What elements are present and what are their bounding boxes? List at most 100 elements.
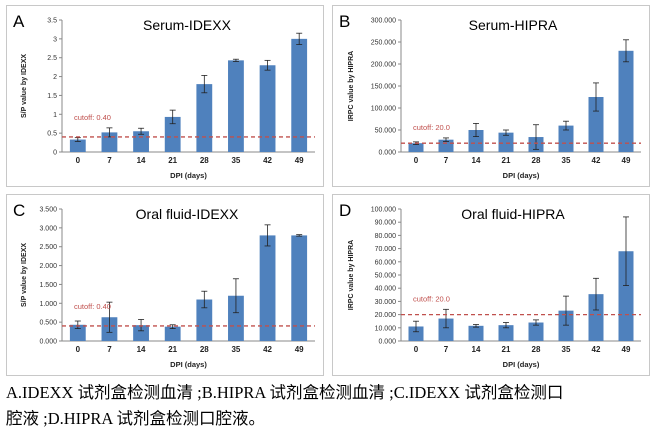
- x-tick-label: 42: [263, 345, 272, 354]
- chart-b-svg: B Serum-HIPRA 0.000 50.000 100.000 150.000 200…: [339, 12, 641, 180]
- data-bar: [259, 235, 276, 341]
- x-tick-label: 28: [532, 345, 541, 354]
- x-tick-label: 49: [295, 156, 304, 165]
- x-tick-label: 49: [622, 156, 631, 165]
- caption-line-2: 腔液 ;D.HIPRA 试剂盒检测口腔液。: [6, 409, 265, 428]
- data-bar: [438, 139, 454, 152]
- y-axis-label: S/P value by IDEXX: [21, 54, 28, 118]
- y-tick-label: 30.000: [375, 299, 397, 306]
- x-tick-label: 42: [263, 156, 272, 165]
- data-bar: [408, 143, 424, 152]
- y-tick-label: 40.000: [375, 286, 397, 293]
- data-bar: [438, 318, 454, 341]
- chart-d-svg: D Oral fluid-HIPRA 0.000 10.000 20.000 30.000…: [339, 201, 641, 369]
- chart-title: Serum-HIPRA: [469, 17, 558, 33]
- y-tick-label: 1.500: [39, 282, 57, 289]
- x-tick-label: 28: [532, 156, 541, 165]
- y-tick-label: 0: [53, 150, 57, 157]
- x-tick-label: 14: [137, 156, 146, 165]
- data-bar: [228, 60, 244, 152]
- data-bar: [196, 299, 213, 341]
- chart-panel-b: B Serum-HIPRA 0.000 50.000 100.000 150.000 200…: [332, 5, 650, 187]
- x-tick-label: 28: [200, 345, 209, 354]
- y-tick-label: 60.000: [375, 259, 397, 266]
- y-tick-label: 50.000: [375, 273, 397, 280]
- data-bar: [259, 65, 276, 152]
- data-bar: [558, 310, 574, 341]
- y-tick-label: 1: [53, 112, 57, 119]
- y-tick-label: 300.000: [371, 18, 396, 25]
- y-tick-label: 90.000: [375, 220, 397, 227]
- y-tick-label: 250.000: [371, 40, 396, 47]
- chart-c-svg: C Oral fluid-IDEXX 0.000 0.500 1.000 1.500 2.0…: [13, 201, 315, 369]
- data-bar: [468, 130, 484, 152]
- y-tick-label: 1.000: [39, 301, 57, 308]
- x-tick-label: 35: [562, 156, 571, 165]
- data-bar: [69, 324, 86, 341]
- y-tick-label: 0.000: [39, 339, 57, 346]
- chart-panel-a: A Serum-IDEXX 0 0.5 1 1.5 2 2.5 3 3.5 S/P value by…: [6, 5, 324, 187]
- x-tick-label: 35: [231, 156, 240, 165]
- x-tick-label: 21: [168, 345, 177, 354]
- data-bar: [164, 326, 181, 341]
- y-tick-label: 3: [53, 36, 57, 43]
- cutoff-label: cutoff: 0.40: [74, 113, 111, 122]
- y-tick-label: 10.000: [375, 325, 397, 332]
- x-tick-label: 14: [137, 345, 146, 354]
- figure-caption: A.IDEXX 试剂盒检测血清 ;B.HIPRA 试剂盒检测血清 ;C.IDEX…: [6, 380, 652, 432]
- y-tick-label: 0.000: [378, 150, 396, 157]
- cutoff-label: cutoff: 20.0: [413, 123, 450, 132]
- x-tick-label: 14: [472, 345, 481, 354]
- data-bar: [498, 132, 514, 152]
- x-axis-label: DPI (days): [503, 171, 540, 180]
- y-axis-label: S/P value by IDEXX: [21, 243, 28, 307]
- y-tick-label: 2.000: [39, 263, 57, 270]
- data-bar: [618, 251, 634, 341]
- x-tick-label: 35: [562, 345, 571, 354]
- x-tick-label: 14: [472, 156, 481, 165]
- y-tick-label: 20.000: [375, 312, 397, 319]
- y-tick-label: 0.5: [47, 131, 57, 138]
- cutoff-label: cutoff: 20.0: [413, 294, 450, 303]
- data-bar: [196, 84, 213, 152]
- x-axis-label: DPI (days): [170, 171, 207, 180]
- y-tick-label: 50.000: [375, 128, 397, 135]
- y-tick-label: 80.000: [375, 233, 397, 240]
- data-bar: [69, 139, 86, 152]
- y-tick-label: 3.500: [39, 207, 57, 214]
- data-bar: [618, 50, 634, 152]
- x-tick-label: 49: [622, 345, 631, 354]
- x-tick-label: 21: [502, 345, 511, 354]
- y-tick-label: 2.500: [39, 244, 57, 251]
- x-tick-label: 21: [502, 156, 511, 165]
- x-tick-label: 42: [592, 156, 601, 165]
- x-tick-label: 21: [168, 156, 177, 165]
- x-tick-label: 7: [107, 156, 112, 165]
- data-bar: [228, 295, 244, 341]
- y-tick-label: 0.500: [39, 320, 57, 327]
- y-tick-label: 100.000: [371, 106, 396, 113]
- data-bar: [588, 97, 604, 152]
- x-tick-label: 7: [444, 156, 449, 165]
- x-tick-label: 35: [231, 345, 240, 354]
- panel-letter: A: [13, 12, 25, 31]
- x-tick-label: 0: [414, 345, 419, 354]
- y-tick-label: 100.000: [371, 207, 396, 214]
- data-bar: [528, 322, 544, 341]
- x-tick-label: 0: [76, 156, 81, 165]
- caption-line-1: A.IDEXX 试剂盒检测血清 ;B.HIPRA 试剂盒检测血清 ;C.IDEX…: [6, 383, 564, 402]
- x-tick-label: 7: [444, 345, 449, 354]
- panel-letter: B: [339, 12, 350, 31]
- data-bar: [468, 325, 484, 341]
- data-bar: [133, 131, 149, 152]
- chart-title: Serum-IDEXX: [143, 17, 232, 33]
- chart-title: Oral fluid-IDEXX: [136, 206, 239, 222]
- y-axis-label: IRPC value by HIPRA: [348, 51, 355, 121]
- y-tick-label: 3.000: [39, 225, 57, 232]
- x-tick-label: 0: [414, 156, 419, 165]
- chart-title: Oral fluid-HIPRA: [461, 206, 565, 222]
- y-axis-label: IRPC value by HIPRA: [348, 240, 355, 310]
- data-bar: [558, 125, 574, 152]
- data-bar: [291, 38, 308, 152]
- chart-a-svg: A Serum-IDEXX 0 0.5 1 1.5 2 2.5 3 3.5 S/P value by…: [13, 12, 315, 180]
